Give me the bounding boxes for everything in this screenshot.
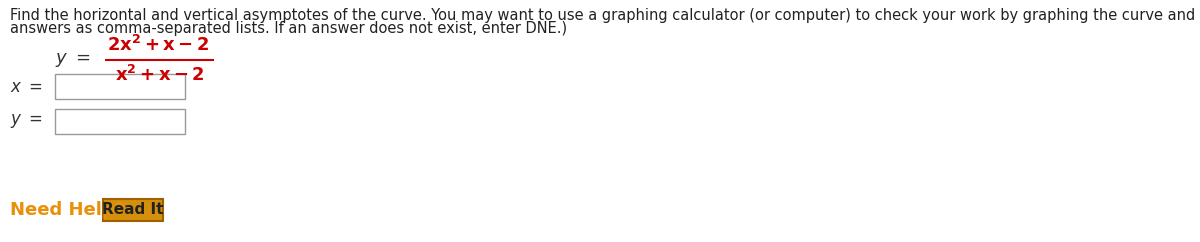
Text: answers as comma-separated lists. If an answer does not exist, enter DNE.): answers as comma-separated lists. If an … [10,21,568,36]
Text: Need Help?: Need Help? [10,201,125,219]
Text: $x\ =$: $x\ =$ [10,77,43,96]
Text: Find the horizontal and vertical asymptotes of the curve. You may want to use a : Find the horizontal and vertical asympto… [10,8,1200,23]
Text: $\mathbf{2x^2 + x - 2}$: $\mathbf{2x^2 + x - 2}$ [107,35,209,55]
FancyBboxPatch shape [55,109,185,134]
FancyBboxPatch shape [55,74,185,99]
Text: $y\ =$: $y\ =$ [55,51,90,69]
Text: $y\ =$: $y\ =$ [10,113,43,130]
FancyBboxPatch shape [103,199,163,221]
Text: Read It: Read It [102,203,163,218]
Text: $\mathbf{x^2 + x - 2}$: $\mathbf{x^2 + x - 2}$ [115,65,205,85]
